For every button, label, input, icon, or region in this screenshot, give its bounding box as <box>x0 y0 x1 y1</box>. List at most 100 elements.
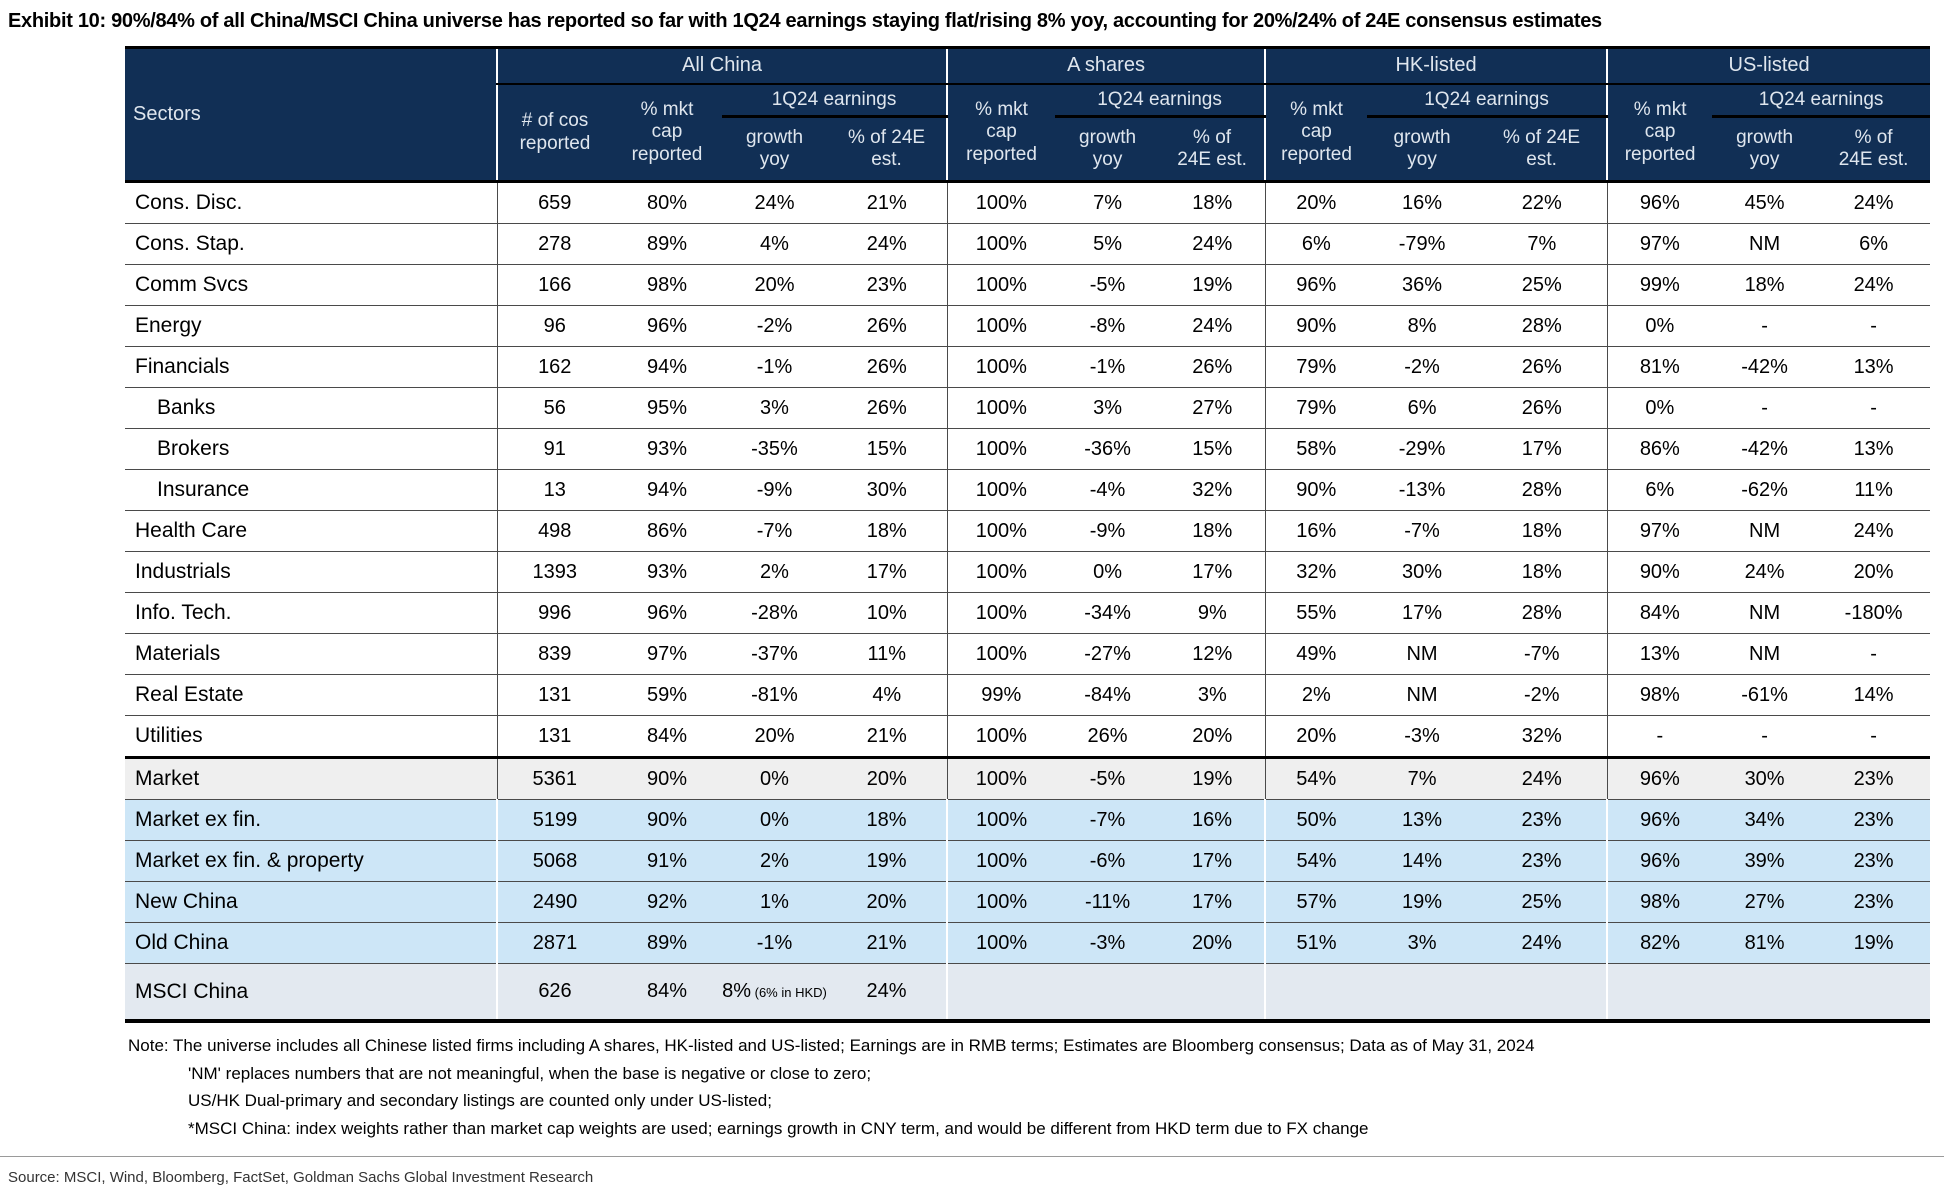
column-header-pct-24e: % of 24E est. <box>1817 116 1931 183</box>
value-cell: 82% <box>1606 922 1713 964</box>
value-cell: 90% <box>612 799 722 841</box>
table-row: New China 2490 92% 1% 20% 100% -11% 17% 57% 19% 25… <box>125 881 1931 923</box>
value-cell: 90% <box>1606 551 1713 593</box>
table-row: Financials 162 94% -1% 26% 100% -1% 26% 79% -2% 26… <box>125 346 1931 388</box>
value-cell: 21% <box>827 715 948 758</box>
value-cell: -3% <box>1367 715 1478 758</box>
value-cell <box>946 963 1056 1023</box>
value-cell: -7% <box>722 510 827 552</box>
value-cell: 23% <box>1817 881 1931 923</box>
value-cell: 5361 <box>496 756 612 800</box>
value-cell: 19% <box>1160 756 1266 800</box>
table-row: Market ex fin. & property 5068 91% 2% 19% 100… <box>125 840 1931 882</box>
value-cell: 45% <box>1712 181 1818 224</box>
value-cell: 20% <box>1160 922 1266 964</box>
value-cell: 26% <box>827 305 948 347</box>
value-cell: 3% <box>1055 387 1161 429</box>
value-cell: 4% <box>827 674 948 716</box>
value-cell: 0% <box>722 799 827 841</box>
value-cell: 34% <box>1712 799 1818 841</box>
value-cell: 100% <box>946 922 1056 964</box>
value-cell: -35% <box>722 428 827 470</box>
value-cell: 14% <box>1367 840 1478 882</box>
value-cell: 92% <box>612 881 722 923</box>
value-cell: 24% <box>1477 922 1608 964</box>
value-cell: -37% <box>722 633 827 675</box>
sector-cell: Old China <box>125 922 497 964</box>
value-cell: 13% <box>1367 799 1478 841</box>
column-header-growth-yoy: growth yoy <box>1712 116 1818 183</box>
value-cell: - <box>1817 387 1931 429</box>
value-cell: 39% <box>1712 840 1818 882</box>
value-cell: 23% <box>1817 799 1931 841</box>
column-header-growth-yoy: growth yoy <box>722 116 827 183</box>
value-cell: 96% <box>1606 756 1713 800</box>
value-cell: 98% <box>1606 674 1713 716</box>
value-cell: 26% <box>1160 346 1266 388</box>
value-cell: 2% <box>722 840 827 882</box>
value-cell: -61% <box>1712 674 1818 716</box>
value-cell: 24% <box>1817 510 1931 552</box>
sector-cell: Real Estate <box>125 674 497 716</box>
value-cell: - <box>1606 715 1713 758</box>
value-cell <box>1055 963 1161 1023</box>
earnings-table: Sectors All China A shares HK-listed US-… <box>125 46 1931 1023</box>
value-cell: -29% <box>1367 428 1478 470</box>
value-cell: 24% <box>827 963 948 1023</box>
value-cell: 93% <box>612 428 722 470</box>
column-header-mktcap: % mkt cap reported <box>946 84 1056 183</box>
value-cell: 79% <box>1264 346 1368 388</box>
value-cell: 23% <box>1477 799 1608 841</box>
value-cell: 20% <box>827 881 948 923</box>
value-cell: 30% <box>1367 551 1478 593</box>
value-cell: NM <box>1367 674 1478 716</box>
value-cell: 17% <box>1160 881 1266 923</box>
growth-note: (6% in HKD) <box>751 985 827 1000</box>
value-cell: 84% <box>612 963 722 1023</box>
value-cell: 498 <box>496 510 612 552</box>
value-cell: 20% <box>722 264 827 306</box>
value-cell: 95% <box>612 387 722 429</box>
value-cell: -3% <box>1055 922 1161 964</box>
value-cell: 96% <box>1606 799 1713 841</box>
value-cell: 100% <box>946 756 1056 800</box>
value-cell: 36% <box>1367 264 1478 306</box>
sector-cell: Banks <box>125 387 497 429</box>
value-cell: -2% <box>722 305 827 347</box>
value-cell: 19% <box>1817 922 1931 964</box>
value-cell: 59% <box>612 674 722 716</box>
value-cell: 14% <box>1817 674 1931 716</box>
value-cell: 100% <box>946 305 1056 347</box>
column-header-earnings: 1Q24 earnings <box>722 84 948 118</box>
value-cell: 131 <box>496 715 612 758</box>
value-cell: -79% <box>1367 223 1478 265</box>
source-line: Source: MSCI, Wind, Bloomberg, FactSet, … <box>8 1169 594 1186</box>
value-cell: -9% <box>722 469 827 511</box>
value-cell: 96% <box>1264 264 1368 306</box>
column-header-growth-yoy: growth yoy <box>1367 116 1478 183</box>
sector-cell: Brokers <box>125 428 497 470</box>
value-cell: 7% <box>1477 223 1608 265</box>
value-cell: 2871 <box>496 922 612 964</box>
value-cell: 15% <box>827 428 948 470</box>
column-header-mktcap: % mkt cap reported <box>612 84 722 183</box>
value-cell: 80% <box>612 181 722 224</box>
value-cell: 81% <box>1712 922 1818 964</box>
value-cell: - <box>1817 633 1931 675</box>
value-cell: 162 <box>496 346 612 388</box>
table-row: Energy 96 96% -2% 26% 100% -8% 24% 90% 8% 28% 0% - - <box>125 305 1931 347</box>
value-cell: 24% <box>722 181 827 224</box>
value-cell: 100% <box>946 428 1056 470</box>
value-cell: 23% <box>1477 840 1608 882</box>
value-cell: 7% <box>1367 756 1478 800</box>
table-row: Utilities 131 84% 20% 21% 100% 26% 20% 20% -3% 32%… <box>125 715 1931 758</box>
value-cell: 55% <box>1264 592 1368 634</box>
value-cell: 0% <box>1606 387 1713 429</box>
value-cell: -42% <box>1712 428 1818 470</box>
value-cell: - <box>1817 305 1931 347</box>
value-cell: 100% <box>946 387 1056 429</box>
value-cell: 11% <box>827 633 948 675</box>
value-cell: 100% <box>946 592 1056 634</box>
value-cell: 8% <box>1367 305 1478 347</box>
value-cell: 1393 <box>496 551 612 593</box>
